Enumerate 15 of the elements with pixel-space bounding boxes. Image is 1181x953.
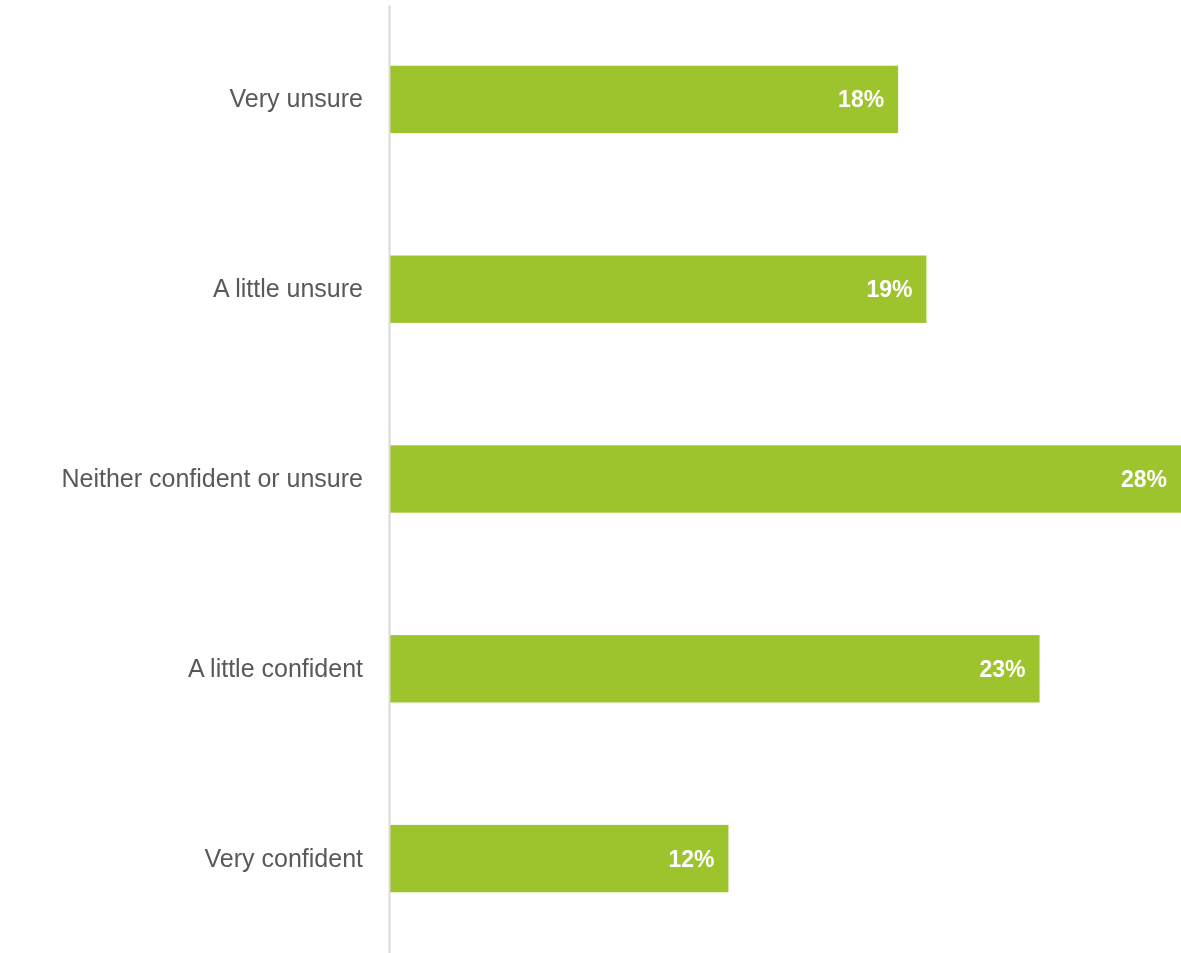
bar	[389, 635, 1040, 703]
bar	[389, 255, 927, 323]
data-label: 23%	[979, 655, 1026, 682]
y-tick-label: Very unsure	[229, 84, 363, 113]
data-label: 28%	[1120, 466, 1167, 493]
bar	[389, 445, 1181, 513]
y-tick-label: A little confident	[187, 653, 364, 682]
bar	[389, 65, 899, 134]
y-tick-label: Very confident	[204, 843, 364, 872]
y-tick-label: A little unsure	[212, 274, 363, 303]
data-label: 18%	[838, 86, 885, 113]
data-label: 19%	[866, 276, 913, 303]
data-label: 12%	[668, 845, 715, 872]
y-tick-label: Neither confident or unsure	[61, 464, 363, 492]
bar	[389, 824, 729, 893]
